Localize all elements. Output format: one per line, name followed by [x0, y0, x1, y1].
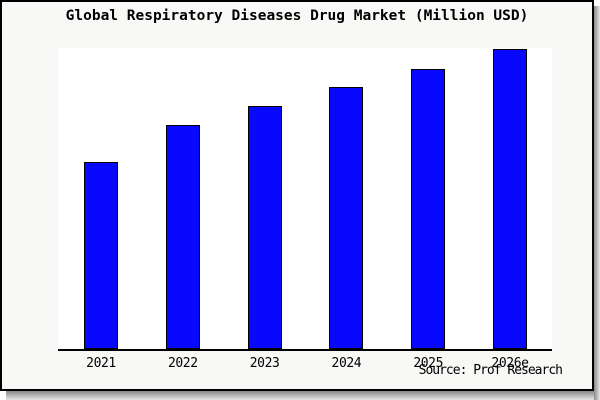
source-note: Source: Prof Research [418, 363, 563, 378]
chart-card: Global Respiratory Diseases Drug Market … [0, 0, 594, 391]
bar-2024 [329, 87, 364, 349]
x-tick-label-2026e: 2026e [491, 356, 529, 371]
bar-slot-2024: 2024 [329, 48, 364, 371]
x-axis-line [58, 349, 552, 351]
bar-2026e [492, 49, 527, 349]
bar-slot-2023: 2023 [247, 48, 282, 371]
x-tick-label-2024: 2024 [331, 356, 362, 371]
bar-slot-2025: 2025 [411, 48, 446, 371]
card-shadow-bottom [6, 391, 594, 400]
bar-2023 [247, 106, 282, 349]
bar-slot-2021: 2021 [84, 48, 118, 371]
chart-title: Global Respiratory Diseases Drug Market … [65, 8, 529, 24]
bar-slot-2022: 2022 [165, 48, 200, 371]
card-shadow-right [594, 6, 600, 400]
x-tick-label-2023: 2023 [249, 356, 280, 371]
x-tick-label-2021: 2021 [86, 356, 116, 371]
x-tick-label-2025: 2025 [413, 356, 444, 371]
x-tick-label-2022: 2022 [167, 356, 198, 371]
bar-2021 [84, 162, 118, 349]
bar-slot-2026e: 2026e [491, 48, 529, 371]
bar-2022 [165, 125, 200, 349]
bar-2025 [411, 69, 446, 349]
plot-area: 2021 2022 2023 2024 2025 2026e [58, 48, 552, 371]
